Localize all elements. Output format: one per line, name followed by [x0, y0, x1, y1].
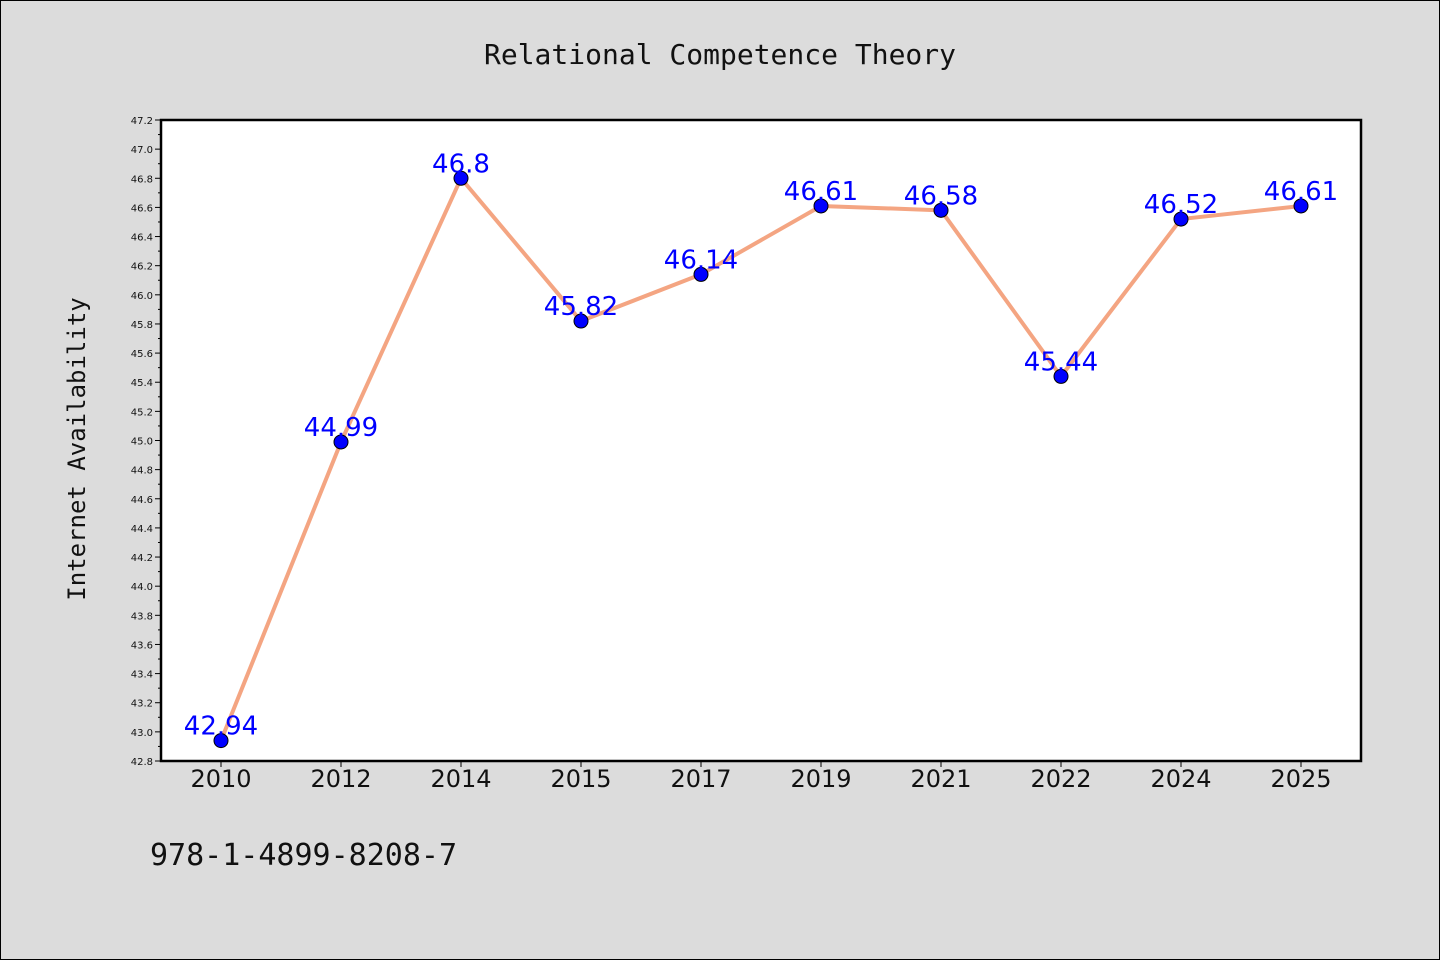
data-point: [453, 170, 469, 186]
data-point: [693, 266, 709, 282]
isbn-text: 978-1-4899-8208-7: [150, 838, 457, 873]
x-tick-label: 2022: [1030, 765, 1091, 793]
chart-title: Relational Competence Theory: [484, 38, 956, 71]
x-tick-label: 2012: [310, 765, 371, 793]
y-tick-label: 44.4: [131, 524, 153, 535]
y-tick-label: 45.4: [131, 378, 153, 389]
x-tick-label: 2015: [550, 765, 611, 793]
y-tick-label: 46.4: [131, 233, 153, 244]
data-label: 46.14: [664, 245, 738, 275]
y-tick-label: 47.0: [131, 145, 153, 156]
x-tick-label: 2021: [910, 765, 971, 793]
y-tick-label: 43.0: [131, 728, 153, 739]
y-tick-label: 45.6: [131, 349, 153, 360]
x-tick-label: 2014: [430, 765, 491, 793]
data-point: [1053, 368, 1069, 384]
x-tick-label: 2010: [190, 765, 251, 793]
y-tick-label: 44.2: [131, 553, 153, 564]
y-tick-label: 42.8: [131, 757, 153, 768]
x-tick-label: 2019: [790, 765, 851, 793]
y-tick-label: 46.6: [131, 203, 153, 214]
y-tick-label: 43.8: [131, 611, 153, 622]
y-tick-label: 44.8: [131, 466, 153, 477]
data-label: 46.61: [784, 177, 858, 207]
data-label: 46.58: [904, 181, 978, 211]
y-tick-label: 45.2: [131, 407, 153, 418]
data-point: [813, 198, 829, 214]
x-axis-ticks: 2010 2012 2014 2015 2017 2019 2021 2022 2024 2025: [190, 761, 1332, 793]
data-label: 45.44: [1024, 347, 1098, 377]
data-label: 44.99: [304, 413, 378, 443]
series-layer: 42.94 44.99 46.8 45.82 46.14 46.61 46.58 45.44 4…: [184, 149, 1338, 749]
y-tick-label: 47.2: [131, 116, 153, 127]
data-label: 46.8: [432, 149, 490, 179]
plot-area: [159, 118, 1363, 763]
y-axis-ticks: 42.8 43.0 43.2 43.4 43.6 43.8 44.0 44.2 44.4 44.6…: [131, 116, 161, 768]
y-tick-label: 44.0: [131, 582, 153, 593]
data-label: 42.94: [184, 712, 258, 742]
y-tick-label: 43.4: [131, 670, 153, 681]
data-point: [333, 434, 349, 450]
data-point: [213, 733, 229, 749]
data-label: 46.61: [1264, 177, 1338, 207]
series-line: [219, 176, 1302, 742]
data-point: [573, 313, 589, 329]
y-tick-label: 43.6: [131, 640, 153, 651]
y-tick-label: 45.0: [131, 437, 153, 448]
y-tick-label: 46.0: [131, 291, 153, 302]
data-label: 46.52: [1144, 190, 1218, 220]
y-axis-label: Internet Availability: [63, 297, 91, 600]
data-point: [933, 202, 949, 218]
x-tick-label: 2024: [1150, 765, 1211, 793]
y-tick-label: 45.8: [131, 320, 153, 331]
x-tick-label: 2017: [670, 765, 731, 793]
x-tick-label: 2025: [1270, 765, 1331, 793]
y-tick-label: 44.6: [131, 495, 153, 506]
y-tick-label: 43.2: [131, 699, 153, 710]
data-point: [1293, 198, 1309, 214]
data-label: 45.82: [544, 292, 618, 322]
y-tick-label: 46.8: [131, 174, 153, 185]
y-tick-label: 46.2: [131, 262, 153, 273]
data-point: [1173, 211, 1189, 227]
